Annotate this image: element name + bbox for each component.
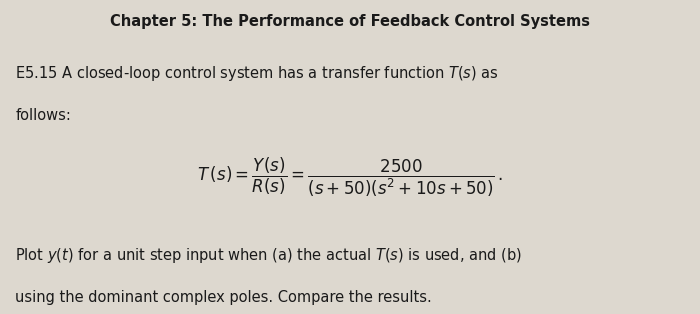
- Text: Chapter 5: The Performance of Feedback Control Systems: Chapter 5: The Performance of Feedback C…: [110, 14, 590, 29]
- Text: E5.15 A closed-loop control system has a transfer function $T(s)$ as: E5.15 A closed-loop control system has a…: [15, 64, 499, 84]
- Text: Plot $y(t)$ for a unit step input when (a) the actual $T(s)$ is used, and (b): Plot $y(t)$ for a unit step input when (…: [15, 246, 522, 266]
- Text: follows:: follows:: [15, 108, 71, 123]
- Text: $T\,(s) = \dfrac{Y(s)}{R(s)} = \dfrac{2500}{(s + 50)(s^2 + 10s + 50)}\,.$: $T\,(s) = \dfrac{Y(s)}{R(s)} = \dfrac{25…: [197, 155, 503, 199]
- Text: using the dominant complex poles. Compare the results.: using the dominant complex poles. Compar…: [15, 290, 432, 306]
